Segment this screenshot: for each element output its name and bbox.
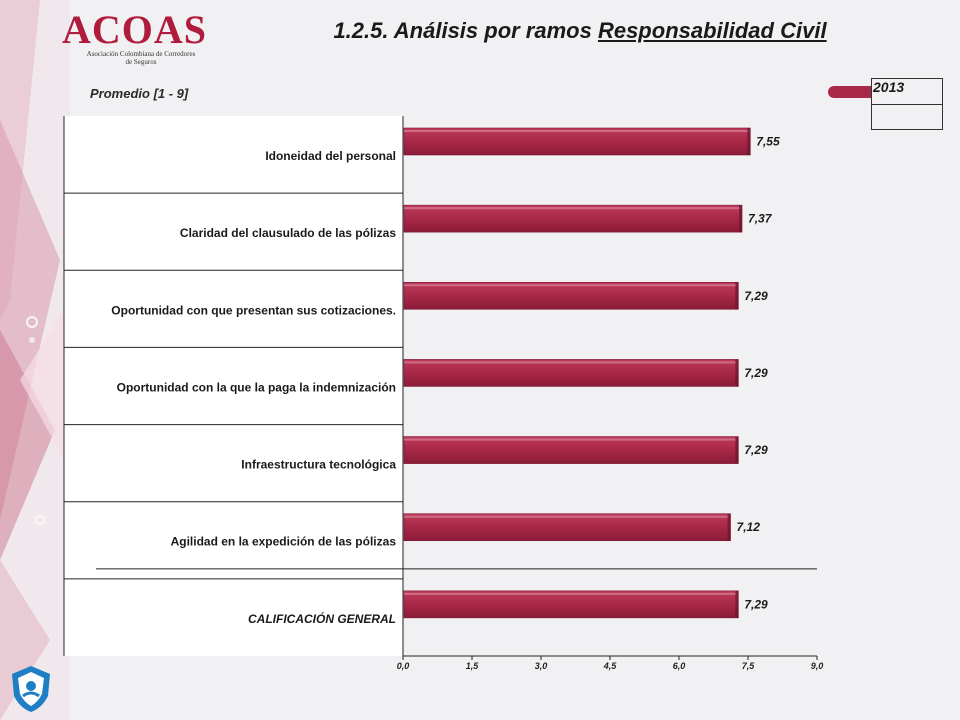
x-tick-label: 0,0 — [397, 661, 410, 671]
page-title: 1.2.5. Análisis por ramos Responsabilida… — [300, 18, 860, 44]
bar-end-cap — [735, 590, 739, 618]
bar-highlight — [404, 438, 737, 441]
title-prefix: 1.2.5. Análisis por ramos — [333, 18, 598, 43]
legend-box — [871, 78, 943, 130]
legend-label-2013: 2013 — [873, 79, 905, 95]
bar-value-label: 7,29 — [744, 597, 768, 611]
scale-label: Promedio [1 - 9] — [90, 86, 189, 101]
bar-value-label: 7,29 — [744, 366, 768, 380]
x-tick-label: 7,5 — [742, 661, 756, 671]
category-label: Idoneidad del personal — [265, 149, 396, 163]
title-branch: Responsabilidad Civil — [597, 18, 827, 43]
category-label: Oportunidad con que presentan sus cotiza… — [111, 303, 396, 317]
x-tick-label: 1,5 — [466, 661, 480, 671]
bar — [403, 204, 743, 233]
bar-highlight — [404, 515, 729, 518]
bar-end-cap — [735, 282, 739, 310]
bar-end-cap — [735, 436, 739, 464]
logo-subtitle: Asociación Colombiana de Corredores de S… — [86, 50, 196, 66]
bar-value-label: 7,29 — [744, 443, 768, 457]
bar-end-cap — [735, 359, 739, 387]
bar-value-label: 7,55 — [756, 135, 780, 149]
bar — [403, 590, 739, 619]
bar-end-cap — [747, 128, 751, 155]
bar-highlight — [404, 207, 741, 210]
x-tick-label: 6,0 — [673, 661, 686, 671]
category-label: Agilidad en la expedición de las pólizas — [171, 535, 397, 549]
legend-swatch — [828, 86, 872, 98]
bar-value-label: 7,12 — [737, 520, 761, 534]
shield-icon — [12, 666, 50, 712]
decorative-background — [0, 0, 70, 720]
category-label: CALIFICACIÓN GENERAL — [248, 611, 396, 626]
bar-highlight — [404, 592, 737, 595]
bar — [403, 281, 739, 310]
bar — [403, 513, 731, 542]
x-tick-label: 4,5 — [603, 661, 618, 671]
x-tick-label: 9,0 — [811, 661, 824, 671]
category-label: Infraestructura tecnológica — [241, 458, 396, 472]
bar-highlight — [404, 361, 737, 364]
x-tick-label: 3,0 — [535, 661, 548, 671]
bar-highlight — [404, 284, 737, 287]
bar — [403, 359, 739, 387]
bar-end-cap — [727, 513, 731, 541]
bar-end-cap — [739, 205, 743, 233]
category-panel — [64, 116, 403, 656]
bar-value-label: 7,37 — [748, 212, 773, 226]
bar — [403, 436, 739, 464]
category-label: Claridad del clausulado de las pólizas — [180, 226, 396, 240]
bar — [403, 127, 751, 156]
bar-highlight — [404, 130, 749, 132]
acoas-logo: ACOAS Asociación Colombiana de Corredore… — [62, 6, 222, 72]
category-label: Oportunidad con la que la paga la indemn… — [117, 380, 396, 394]
logo-text: ACOAS — [62, 7, 208, 52]
bar-value-label: 7,29 — [744, 289, 768, 303]
